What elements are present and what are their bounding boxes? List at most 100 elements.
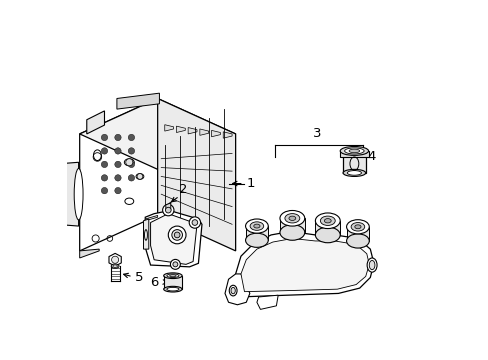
Ellipse shape [163,286,182,292]
Ellipse shape [315,213,340,229]
Polygon shape [163,276,182,289]
Circle shape [128,148,134,154]
Ellipse shape [74,168,83,220]
Ellipse shape [285,213,299,223]
Text: 4: 4 [367,150,375,163]
Polygon shape [56,162,79,226]
Polygon shape [343,154,365,173]
Ellipse shape [166,287,179,291]
Ellipse shape [279,225,304,240]
Circle shape [163,204,174,216]
Polygon shape [256,295,278,309]
Circle shape [174,232,180,238]
Circle shape [170,260,180,269]
Ellipse shape [340,147,368,156]
Circle shape [101,148,107,154]
Circle shape [101,188,107,194]
Ellipse shape [144,230,147,240]
Polygon shape [80,99,157,251]
Polygon shape [145,210,202,267]
Polygon shape [80,99,235,169]
Ellipse shape [50,164,61,224]
Polygon shape [245,226,268,240]
Ellipse shape [136,174,143,179]
Ellipse shape [245,219,268,233]
Polygon shape [117,93,159,109]
Ellipse shape [245,233,268,247]
Circle shape [115,188,121,194]
Polygon shape [86,111,104,134]
Ellipse shape [166,274,179,278]
Circle shape [101,134,107,141]
Circle shape [168,226,185,244]
Polygon shape [200,129,208,135]
Text: 5: 5 [134,271,143,284]
Circle shape [101,161,107,168]
Circle shape [171,230,182,240]
Polygon shape [143,219,148,249]
Ellipse shape [124,159,134,166]
Text: 6: 6 [150,276,159,289]
Polygon shape [346,227,368,241]
Ellipse shape [354,225,360,229]
Polygon shape [165,203,170,210]
Ellipse shape [366,258,376,272]
Polygon shape [241,238,368,292]
Ellipse shape [52,171,60,217]
Circle shape [128,134,134,141]
Ellipse shape [350,222,364,231]
Text: 3: 3 [312,127,321,140]
Polygon shape [176,126,185,132]
Polygon shape [145,215,157,221]
Ellipse shape [279,211,304,226]
Ellipse shape [288,216,295,220]
Circle shape [192,220,197,225]
Ellipse shape [229,285,237,296]
Ellipse shape [54,188,57,201]
Ellipse shape [249,222,263,230]
Polygon shape [279,218,304,233]
Ellipse shape [344,148,364,154]
Ellipse shape [253,224,260,228]
Ellipse shape [348,149,359,153]
Polygon shape [80,249,99,258]
Polygon shape [224,274,249,305]
Circle shape [111,256,119,263]
Polygon shape [235,231,373,297]
Text: 2: 2 [179,183,187,196]
Polygon shape [188,127,197,134]
Text: 1: 1 [246,177,254,190]
Polygon shape [157,99,235,251]
Ellipse shape [111,264,119,268]
Circle shape [115,134,121,141]
Ellipse shape [53,180,58,208]
Ellipse shape [324,219,330,223]
Ellipse shape [368,260,374,270]
Polygon shape [109,253,121,266]
Ellipse shape [163,273,182,279]
Polygon shape [315,221,340,235]
Circle shape [101,175,107,181]
Circle shape [125,159,133,166]
Ellipse shape [346,234,368,248]
Polygon shape [340,151,368,157]
Circle shape [128,161,134,168]
Ellipse shape [169,275,176,277]
Ellipse shape [113,265,117,267]
Polygon shape [164,125,173,131]
Polygon shape [150,214,196,264]
Polygon shape [211,130,220,137]
Ellipse shape [315,227,340,243]
Circle shape [173,262,178,267]
Ellipse shape [346,220,368,234]
Circle shape [115,148,121,154]
Circle shape [137,174,142,179]
Circle shape [115,175,121,181]
Ellipse shape [343,169,365,176]
Polygon shape [223,132,232,138]
Circle shape [115,161,121,168]
Ellipse shape [230,287,235,294]
Circle shape [189,217,200,228]
Circle shape [165,207,171,213]
Ellipse shape [346,171,361,175]
